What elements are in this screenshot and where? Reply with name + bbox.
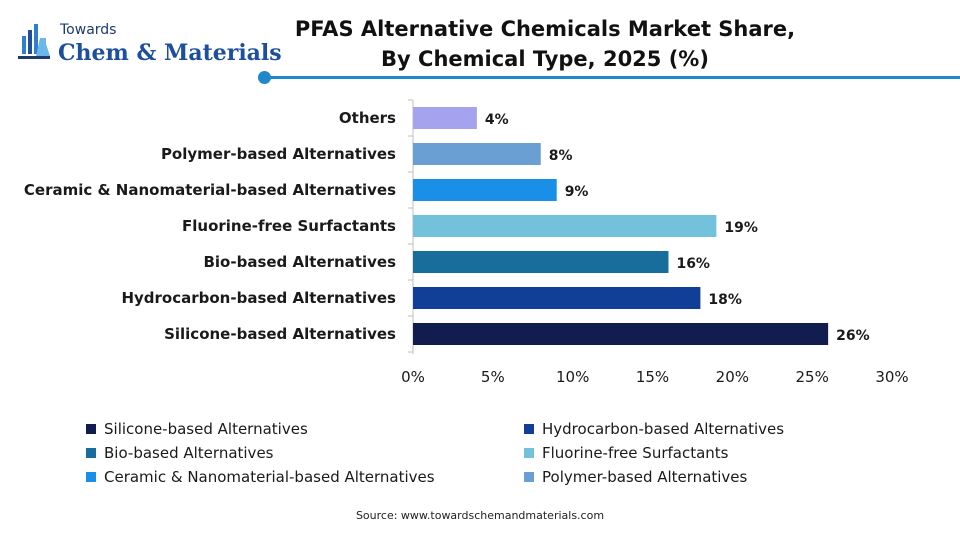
chart-title-line-2: By Chemical Type, 2025 (%) bbox=[381, 47, 709, 71]
data-label: 4% bbox=[485, 112, 509, 128]
legend-item: Silicone-based Alternatives bbox=[86, 420, 308, 438]
category-label: Silicone-based Alternatives bbox=[164, 325, 396, 343]
legend-label: Polymer-based Alternatives bbox=[542, 468, 748, 486]
legend-label: Hydrocarbon-based Alternatives bbox=[542, 420, 785, 438]
x-tick-label: 15% bbox=[636, 368, 669, 386]
x-tick-label: 10% bbox=[556, 368, 589, 386]
legend-label: Fluorine-free Surfactants bbox=[542, 444, 729, 462]
category-label: Others bbox=[339, 109, 396, 127]
category-label: Bio-based Alternatives bbox=[203, 253, 396, 271]
x-tick-label: 0% bbox=[401, 368, 425, 386]
legend-item: Fluorine-free Surfactants bbox=[524, 444, 729, 462]
header-rule bbox=[268, 76, 960, 79]
data-label: 9% bbox=[565, 184, 589, 200]
bar bbox=[413, 179, 557, 201]
category-label: Fluorine-free Surfactants bbox=[182, 217, 396, 235]
x-tick-label: 25% bbox=[795, 368, 828, 386]
data-label: 19% bbox=[724, 220, 758, 236]
bar bbox=[413, 287, 701, 309]
legend-label: Bio-based Alternatives bbox=[104, 444, 274, 462]
data-label: 18% bbox=[708, 292, 742, 308]
brand-name: Chem & Materials bbox=[58, 40, 282, 66]
bar bbox=[413, 323, 829, 345]
bar bbox=[413, 251, 669, 273]
brand-small-text: Towards bbox=[60, 22, 117, 38]
bar bbox=[413, 107, 477, 129]
data-label: 8% bbox=[549, 148, 573, 164]
chart-title-line-1: PFAS Alternative Chemicals Market Share, bbox=[294, 17, 796, 41]
legend-item: Polymer-based Alternatives bbox=[524, 468, 747, 486]
x-tick-label: 20% bbox=[716, 368, 749, 386]
source-note: Source: www.towardschemandmaterials.com bbox=[355, 509, 605, 522]
legend-swatch bbox=[86, 448, 96, 458]
legend-swatch bbox=[524, 472, 534, 482]
x-tick-label: 30% bbox=[875, 368, 908, 386]
legend-swatch bbox=[524, 448, 534, 458]
x-tick-label: 5% bbox=[481, 368, 505, 386]
data-label: 26% bbox=[836, 328, 870, 344]
header-rule-dot bbox=[258, 71, 271, 84]
legend-item: Ceramic & Nanomaterial-based Alternative… bbox=[86, 468, 435, 486]
category-label: Ceramic & Nanomaterial-based Alternative… bbox=[24, 181, 396, 199]
data-label: 16% bbox=[676, 256, 710, 272]
legend-item: Hydrocarbon-based Alternatives bbox=[524, 420, 784, 438]
legend-swatch bbox=[86, 472, 96, 482]
bar bbox=[413, 215, 717, 237]
bar-chart: Others 4% Polymer-based Alternatives 8% Cera… bbox=[24, 99, 909, 386]
chart-title: PFAS Alternative Chemicals Market Share,… bbox=[280, 14, 810, 74]
bar bbox=[413, 143, 541, 165]
legend-swatch bbox=[86, 424, 96, 434]
legend-label: Ceramic & Nanomaterial-based Alternative… bbox=[104, 468, 435, 486]
legend-label: Silicone-based Alternatives bbox=[104, 420, 308, 438]
legend-swatch bbox=[524, 424, 534, 434]
flask-icon bbox=[18, 24, 50, 59]
brand-logo: Towards Chem & Materials bbox=[14, 12, 282, 72]
legend-item: Bio-based Alternatives bbox=[86, 444, 273, 462]
category-label: Hydrocarbon-based Alternatives bbox=[121, 289, 396, 307]
category-label: Polymer-based Alternatives bbox=[161, 145, 396, 163]
